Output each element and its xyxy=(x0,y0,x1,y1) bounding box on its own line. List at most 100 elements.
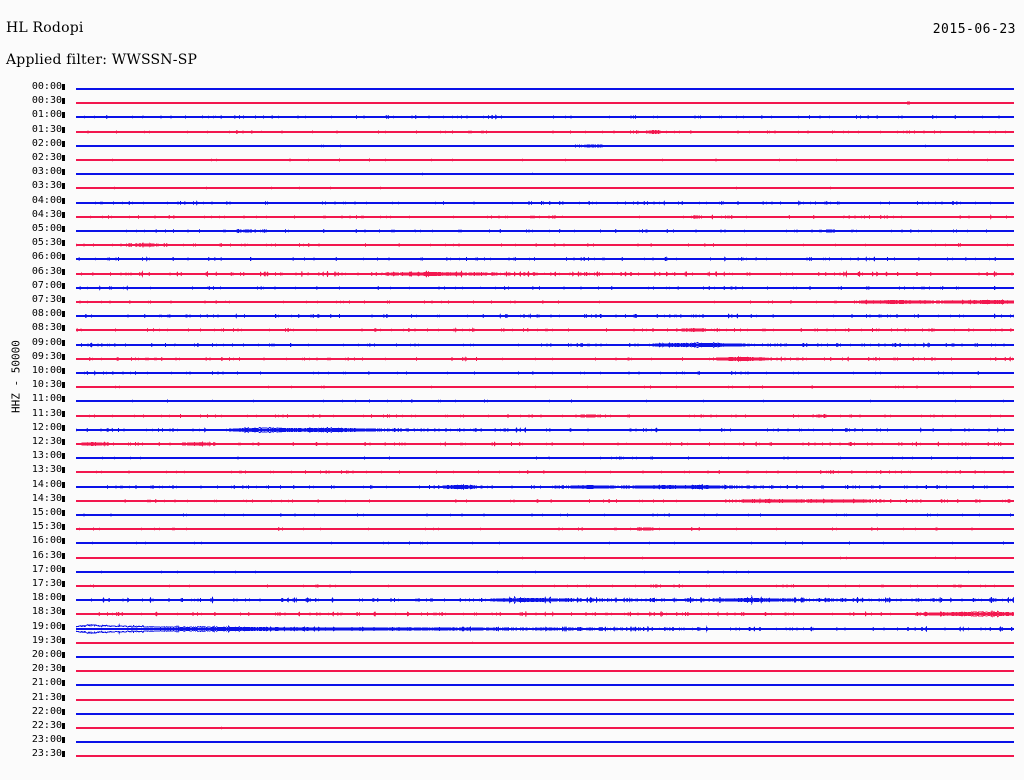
seismic-trace xyxy=(76,501,1014,529)
seismic-trace xyxy=(76,203,1014,231)
seismic-trace xyxy=(76,274,1014,302)
row-tick-mark xyxy=(62,339,65,346)
row-time-label: 12:30 xyxy=(31,436,62,447)
row-time-label: 08:30 xyxy=(31,322,62,334)
seismic-trace xyxy=(76,487,1014,515)
row-time-label: 02:00 xyxy=(31,137,62,149)
row-time-label: 15:30 xyxy=(31,521,62,533)
helicorder-row: 03:00 xyxy=(0,167,1024,181)
seismic-trace xyxy=(76,558,1014,586)
row-tick-mark xyxy=(62,751,65,758)
helicorder-row: 02:30 xyxy=(0,153,1024,167)
row-tick-mark xyxy=(62,282,65,289)
row-time-label: 23:00 xyxy=(31,734,62,746)
helicorder-row: 14:00 xyxy=(0,479,1024,494)
row-time-label: 17:00 xyxy=(31,563,62,575)
seismic-trace xyxy=(76,473,1014,501)
seismic-trace xyxy=(76,416,1014,444)
seismic-trace xyxy=(76,686,1014,714)
row-time-label: 03:00 xyxy=(31,166,62,178)
helicorder-row: 04:30 xyxy=(0,208,1024,224)
seismic-trace xyxy=(76,586,1014,614)
row-tick-mark xyxy=(62,510,65,516)
row-time-label: 10:30 xyxy=(31,379,62,391)
row-time-label: 21:00 xyxy=(31,677,62,689)
helicorder-row: 08:00 xyxy=(0,309,1024,323)
seismic-trace xyxy=(76,132,1014,160)
row-tick-mark xyxy=(62,297,65,303)
seismic-trace xyxy=(76,75,1014,103)
seismic-trace xyxy=(76,260,1014,288)
row-tick-mark xyxy=(62,311,65,318)
row-time-label: 05:30 xyxy=(31,237,62,249)
page-title: HL Rodopi xyxy=(6,20,84,36)
row-time-label: 23:30 xyxy=(31,748,62,760)
row-time-label: 18:30 xyxy=(31,606,62,618)
helicorder-row: 13:00 xyxy=(0,451,1024,465)
helicorder-row: 07:00 xyxy=(0,280,1024,295)
seismic-trace xyxy=(76,615,1014,643)
helicorder-row: 21:00 xyxy=(0,678,1024,692)
seismic-trace xyxy=(76,629,1014,657)
row-tick-mark xyxy=(62,396,65,403)
seismic-trace xyxy=(76,387,1014,415)
seismic-trace xyxy=(76,302,1014,330)
row-time-label: 11:00 xyxy=(31,393,62,405)
row-time-label: 01:00 xyxy=(31,109,62,121)
helicorder-row: 04:00 xyxy=(0,195,1024,210)
row-tick-mark xyxy=(62,226,65,232)
row-time-label: 15:00 xyxy=(31,507,62,518)
helicorder-row: 23:30 xyxy=(0,749,1024,763)
seismic-trace xyxy=(76,643,1014,671)
record-date: 2015-06-23 xyxy=(932,22,1016,37)
row-tick-mark xyxy=(62,694,65,701)
row-time-label: 10:00 xyxy=(31,365,62,376)
row-time-label: 21:30 xyxy=(31,691,62,703)
row-tick-mark xyxy=(62,680,65,687)
row-tick-mark xyxy=(62,382,65,389)
row-tick-mark xyxy=(62,268,65,275)
row-tick-mark xyxy=(62,737,65,744)
seismic-trace xyxy=(76,700,1014,728)
helicorder-row: 15:30 xyxy=(0,522,1024,536)
row-tick-mark xyxy=(62,353,65,360)
helicorder-row: 00:30 xyxy=(0,96,1024,110)
seismic-trace xyxy=(76,402,1014,430)
helicorder-row: 05:00 xyxy=(0,224,1024,238)
row-time-label: 00:00 xyxy=(31,81,62,92)
row-tick-mark xyxy=(62,439,65,445)
row-time-label: 05:00 xyxy=(31,223,62,234)
row-time-label: 16:00 xyxy=(31,535,62,547)
row-tick-mark xyxy=(62,240,65,247)
row-tick-mark xyxy=(62,552,65,559)
seismic-trace xyxy=(76,345,1014,373)
helicorder-row: 16:30 xyxy=(0,550,1024,565)
helicorder-row: 03:30 xyxy=(0,181,1024,195)
row-tick-mark xyxy=(62,481,65,488)
helicorder-row: 15:00 xyxy=(0,508,1024,522)
row-tick-mark xyxy=(62,126,65,133)
applied-filter-label: Applied filter: WWSSN-SP xyxy=(6,52,198,68)
row-time-label: 20:00 xyxy=(31,649,62,660)
row-time-label: 00:30 xyxy=(31,95,62,107)
row-tick-mark xyxy=(62,708,65,715)
seismic-trace xyxy=(76,189,1014,217)
row-tick-mark xyxy=(62,84,65,90)
row-tick-mark xyxy=(62,325,65,332)
row-time-label: 04:30 xyxy=(31,208,62,220)
helicorder-rows: 00:00 00:30 01:00 01:30 02:00 02:30 03:00 03:30… xyxy=(0,82,1024,772)
row-tick-mark xyxy=(62,495,65,502)
helicorder-row: 01:00 xyxy=(0,110,1024,124)
helicorder-row: 09:00 xyxy=(0,337,1024,352)
seismic-trace xyxy=(76,515,1014,543)
row-time-label: 20:30 xyxy=(31,663,62,675)
row-time-label: 03:30 xyxy=(31,180,62,192)
row-tick-mark xyxy=(62,410,65,417)
row-tick-mark xyxy=(62,155,65,161)
helicorder-row: 10:00 xyxy=(0,366,1024,380)
helicorder-row: 11:00 xyxy=(0,394,1024,408)
row-tick-mark xyxy=(62,723,65,729)
helicorder-row: 23:00 xyxy=(0,735,1024,749)
seismic-trace xyxy=(76,103,1014,131)
